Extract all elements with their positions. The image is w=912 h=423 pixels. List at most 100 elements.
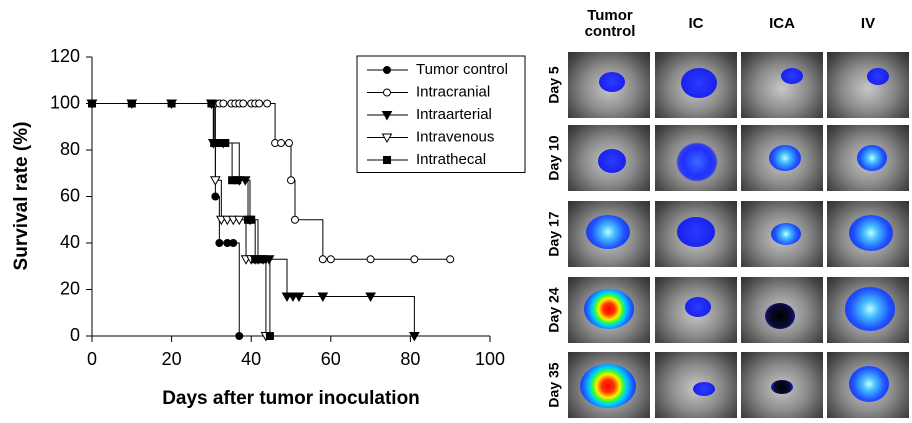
marker [229, 239, 238, 247]
marker [366, 255, 375, 264]
legend-label: Intravenous [416, 128, 494, 145]
signal [584, 289, 634, 329]
x-tick-label: 100 [475, 349, 505, 369]
marker [235, 332, 244, 340]
signal [849, 366, 889, 402]
marker [317, 292, 329, 302]
marker [221, 139, 230, 148]
image [827, 352, 909, 418]
signal [677, 143, 717, 181]
marker [410, 255, 419, 264]
marker [287, 176, 295, 185]
y-tick-label: 80 [60, 139, 80, 159]
column-header: ICA [769, 15, 795, 32]
legend-label: Intracranial [416, 83, 490, 100]
marker [219, 99, 228, 108]
marker [88, 99, 96, 108]
marker [259, 255, 268, 264]
image [741, 125, 823, 191]
row-header: Day 24 [539, 277, 569, 343]
x-tick-label: 60 [321, 349, 341, 369]
marker [215, 239, 224, 247]
survival-line [92, 103, 240, 336]
row-label: Day 24 [546, 287, 562, 333]
image [741, 277, 823, 343]
image [655, 201, 737, 267]
signal [771, 380, 793, 394]
signal [867, 68, 889, 85]
legend-marker [381, 111, 393, 121]
image [655, 277, 737, 343]
x-tick-label: 40 [241, 349, 261, 369]
marker [277, 139, 286, 148]
legend-marker [383, 66, 391, 74]
row-header: Day 17 [539, 201, 569, 267]
column-header: IV [860, 15, 876, 32]
signal [599, 72, 625, 92]
chart: Days after tumor inoculation Survival ra… [11, 46, 526, 409]
image [827, 277, 909, 343]
row-header: Day 5 [539, 52, 569, 118]
row-label: Day 5 [546, 66, 563, 104]
marker [255, 99, 264, 108]
legend-marker [383, 88, 391, 97]
legend-label: Intrathecal [416, 151, 486, 168]
row-label: Day 35 [546, 362, 562, 408]
marker [167, 99, 176, 108]
image [568, 201, 650, 267]
image [568, 125, 650, 191]
image [655, 52, 737, 118]
signal [693, 382, 715, 396]
row-header: Day 35 [539, 352, 569, 418]
marker [207, 99, 216, 108]
column-header: IC [688, 15, 704, 32]
y-tick-label: 60 [60, 185, 80, 205]
signal [598, 149, 626, 173]
signal [586, 215, 630, 249]
marker [239, 99, 248, 108]
signal [769, 145, 801, 171]
signal [685, 297, 711, 317]
y-tick-label: 100 [50, 92, 80, 112]
signal [849, 215, 893, 251]
marker [409, 332, 420, 342]
row-header: Day 10 [539, 125, 569, 191]
image [741, 352, 823, 418]
image [827, 52, 909, 118]
row-label: Day 17 [546, 211, 562, 257]
marker [290, 215, 299, 224]
marker [293, 292, 305, 302]
marker [285, 139, 294, 148]
column-header: Tumor control [584, 7, 636, 40]
marker [265, 332, 274, 340]
signal [857, 145, 887, 171]
signal [580, 364, 636, 408]
marker [233, 176, 242, 185]
signal [765, 303, 795, 329]
y-tick-label: 20 [60, 278, 80, 298]
image [568, 352, 650, 418]
legend-label: Intraarterial [416, 106, 492, 123]
legend-marker [383, 156, 391, 164]
marker [127, 99, 136, 108]
x-tick-label: 80 [400, 349, 420, 369]
x-axis-label: Days after tumor inoculation [162, 388, 420, 409]
signal [845, 287, 895, 331]
marker [318, 255, 327, 264]
signal [681, 68, 717, 98]
image [827, 201, 909, 267]
legend-marker [381, 133, 393, 144]
signal [781, 68, 803, 84]
marker [233, 215, 245, 226]
image [827, 125, 909, 191]
image [655, 125, 737, 191]
y-axis-label: Survival rate (%) [11, 122, 32, 271]
signal [771, 223, 801, 245]
y-tick-label: 120 [50, 46, 80, 66]
image [568, 277, 650, 343]
y-tick-label: 0 [70, 325, 80, 345]
image [741, 52, 823, 118]
image [655, 352, 737, 418]
y-tick-label: 40 [60, 232, 80, 252]
